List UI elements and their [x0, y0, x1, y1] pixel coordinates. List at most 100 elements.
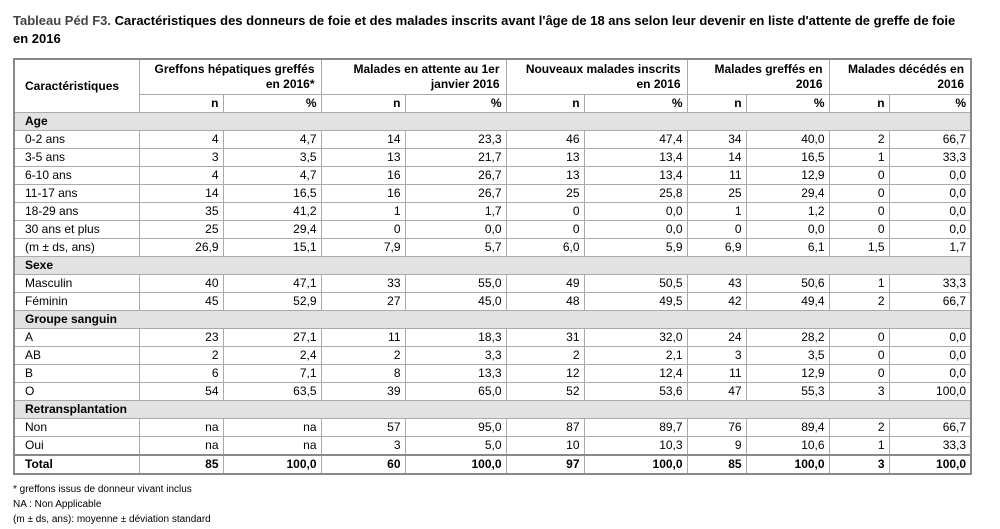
- cell: 4,7: [222, 130, 322, 149]
- group-header: Malades en attente au 1er janvier 2016: [320, 58, 507, 95]
- cell: 26,7: [404, 184, 507, 203]
- data-row: A 23 27,1 11 18,3 31 32,0 24 28,2 0 0,0: [13, 328, 972, 347]
- cell: 100,0: [583, 454, 688, 475]
- footnote: (m ± ds, ans): moyenne ± déviation stand…: [13, 514, 211, 525]
- header-row: Caractéristiques Greffons hépatiques gref…: [13, 58, 972, 113]
- data-row: O 54 63,5 39 65,0 52 53,6 47 55,3 3 100,0: [13, 382, 972, 401]
- cell: 14: [686, 148, 747, 167]
- cell: 52: [505, 382, 585, 401]
- cell: 66,7: [888, 130, 972, 149]
- cell: 16,5: [222, 184, 322, 203]
- cell: 57: [320, 418, 406, 437]
- row-label: Masculin: [13, 274, 140, 293]
- cell: 48: [505, 292, 585, 311]
- cell: 89,7: [583, 418, 688, 437]
- subheader: %: [888, 94, 972, 113]
- cell: 16: [320, 166, 406, 185]
- cell: 3: [138, 148, 224, 167]
- data-row: Non na na 57 95,0 87 89,7 76 89,4 2 66,7: [13, 418, 972, 437]
- cell: 13,4: [583, 148, 688, 167]
- row-label: 0-2 ans: [13, 130, 140, 149]
- cell: 13,3: [404, 364, 507, 383]
- cell: 0,0: [888, 202, 972, 221]
- cell: na: [222, 418, 322, 437]
- cell: 0,0: [888, 346, 972, 365]
- cell: 100,0: [222, 454, 322, 475]
- cell: 1,2: [745, 202, 830, 221]
- cell: 47,4: [583, 130, 688, 149]
- subheader: %: [222, 94, 322, 113]
- cell: 6,9: [686, 238, 747, 257]
- cell: 0: [828, 202, 890, 221]
- data-row: 30 ans et plus 25 29,4 0 0,0 0 0,0 0 0,0 0 0,0: [13, 220, 972, 239]
- cell: 47,1: [222, 274, 322, 293]
- cell: 85: [686, 454, 747, 475]
- cell: 0: [828, 346, 890, 365]
- cell: 7,1: [222, 364, 322, 383]
- cell: 33: [320, 274, 406, 293]
- cell: 63,5: [222, 382, 322, 401]
- data-row: 6-10 ans 4 4,7 16 26,7 13 13,4 11 12,9 0 0,0: [13, 166, 972, 185]
- cell: 9: [686, 436, 747, 456]
- cell: 89,4: [745, 418, 830, 437]
- cell: 46: [505, 130, 585, 149]
- data-row: Féminin 45 52,9 27 45,0 48 49,5 42 49,4 2 66,7: [13, 292, 972, 311]
- cell: 33,3: [888, 436, 972, 456]
- cell: 33,3: [888, 148, 972, 167]
- cell: 11: [686, 166, 747, 185]
- cell: 12: [505, 364, 585, 383]
- cell: 10,3: [583, 436, 688, 456]
- data-row: 0-2 ans 4 4,7 14 23,3 46 47,4 34 40,0 2 66,7: [13, 130, 972, 149]
- cell: 54: [138, 382, 224, 401]
- subheader: %: [745, 94, 830, 113]
- cell: 45: [138, 292, 224, 311]
- cell: 65,0: [404, 382, 507, 401]
- cell: 3: [686, 346, 747, 365]
- subheader: %: [404, 94, 507, 113]
- cell: 6: [138, 364, 224, 383]
- cell: 66,7: [888, 292, 972, 311]
- cell: 13: [505, 148, 585, 167]
- cell: 13: [505, 166, 585, 185]
- cell: na: [138, 436, 224, 456]
- cell: 55,0: [404, 274, 507, 293]
- cell: 27: [320, 292, 406, 311]
- cell: 0,0: [888, 166, 972, 185]
- row-label: Non: [13, 418, 140, 437]
- cell: 87: [505, 418, 585, 437]
- cell: 1: [828, 436, 890, 456]
- cell: 25: [138, 220, 224, 239]
- cell: 53,6: [583, 382, 688, 401]
- cell: 12,9: [745, 364, 830, 383]
- row-label: Total: [13, 454, 140, 475]
- cell: 60: [320, 454, 406, 475]
- cell: 39: [320, 382, 406, 401]
- row-label: Féminin: [13, 292, 140, 311]
- cell: 35: [138, 202, 224, 221]
- cell: 0: [828, 166, 890, 185]
- cell: 47: [686, 382, 747, 401]
- cell: 95,0: [404, 418, 507, 437]
- row-label: 11-17 ans: [13, 184, 140, 203]
- cell: 23: [138, 328, 224, 347]
- cell: 3: [828, 382, 890, 401]
- cell: 0,0: [888, 184, 972, 203]
- data-row: Oui na na 3 5,0 10 10,3 9 10,6 1 33,3: [13, 436, 972, 456]
- cell: 1: [828, 148, 890, 167]
- section-label: Groupe sanguin: [13, 310, 972, 329]
- cell: 2,1: [583, 346, 688, 365]
- cell: 3,5: [745, 346, 830, 365]
- cell: 14: [138, 184, 224, 203]
- section-label: Age: [13, 112, 972, 131]
- cell: 16: [320, 184, 406, 203]
- subheader: n: [505, 94, 585, 113]
- data-row: B 6 7,1 8 13,3 12 12,4 11 12,9 0 0,0: [13, 364, 972, 383]
- row-label: 6-10 ans: [13, 166, 140, 185]
- cell: 40,0: [745, 130, 830, 149]
- title: Tableau Péd F3. Caractéristiques des don…: [13, 12, 973, 48]
- cell: 6,1: [745, 238, 830, 257]
- cell: 0,0: [888, 364, 972, 383]
- cell: 31: [505, 328, 585, 347]
- cell: 0: [320, 220, 406, 239]
- cell: 1: [828, 274, 890, 293]
